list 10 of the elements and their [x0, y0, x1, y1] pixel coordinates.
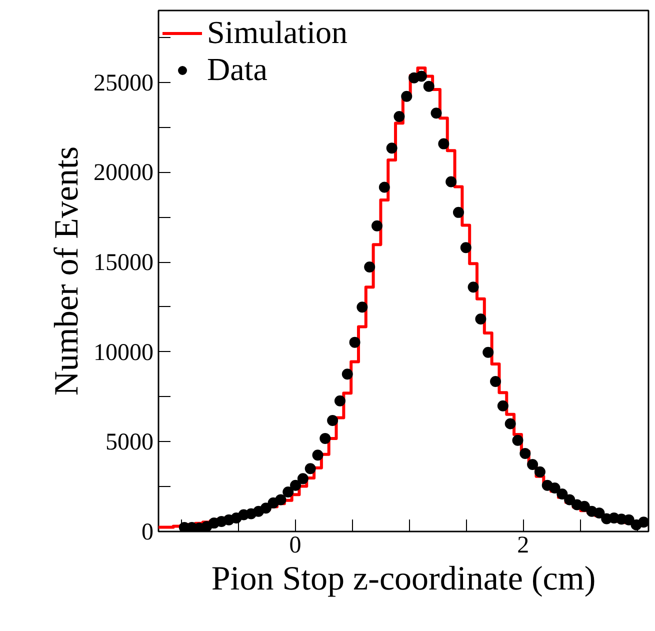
y-tick-label: 10000: [94, 340, 154, 366]
legend-label: Data: [207, 51, 268, 88]
y-axis-title: Number of Events: [48, 146, 86, 396]
x-axis-title: Pion Stop z-coordinate (cm): [211, 560, 596, 598]
y-tick-label: 15000: [94, 250, 154, 276]
y-tick-label: 25000: [94, 70, 154, 96]
y-tick-label: 5000: [106, 430, 154, 456]
x-tick-label: 2: [517, 532, 530, 558]
legend-label: Simulation: [207, 14, 348, 51]
y-tick-label: 20000: [94, 160, 154, 186]
